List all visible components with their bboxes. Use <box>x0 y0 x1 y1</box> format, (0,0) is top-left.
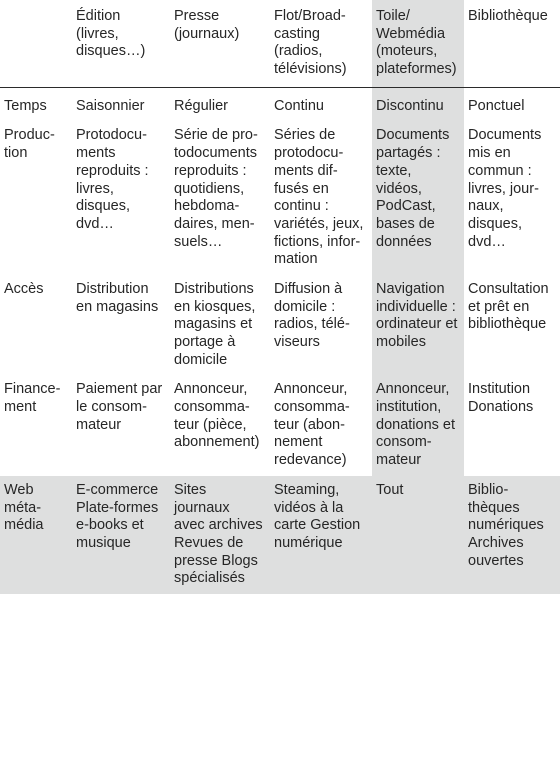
col-header: Toile/ Webmédia (moteurs, plate­formes) <box>372 0 464 87</box>
row-label: Temps <box>0 87 72 121</box>
row-label: Finance­ment <box>0 375 72 475</box>
table-cell: Distribu­tion en magasins <box>72 275 170 375</box>
table-cell: Annon­ceur, insti­tution, donations et c… <box>372 375 464 475</box>
table-cell: Régulier <box>170 87 270 121</box>
table-cell: Biblio­thèques numériques Archives ouver… <box>464 476 560 594</box>
table-cell: Ponctuel <box>464 87 560 121</box>
table-cell: Saisonnier <box>72 87 170 121</box>
table-row: Accès Distribu­tion en magasins Distribu… <box>0 275 560 375</box>
table-row: Finance­ment Paiement par le consom­mate… <box>0 375 560 475</box>
row-label: Accès <box>0 275 72 375</box>
table-cell: Annonceur, consomma­teur (pièce, abonnem… <box>170 375 270 475</box>
table-cell: Paiement par le consom­mateur <box>72 375 170 475</box>
col-header: Biblio­thèque <box>464 0 560 87</box>
col-header: Presse (journaux) <box>170 0 270 87</box>
table-cell: Documents mis en commun : livres, jour­n… <box>464 121 560 275</box>
table-cell: Tout <box>372 476 464 594</box>
table-cell: Annonceur, consomma­teur (abon­nement re… <box>270 375 372 475</box>
table-row: Web méta­média E-commerce Plate-formes e… <box>0 476 560 594</box>
comparison-table: Édition (livres, disques…) Presse (journ… <box>0 0 560 594</box>
table-cell: Navigation indivi­duelle : ordinateur et… <box>372 275 464 375</box>
table-row: Produc­tion Protodocu­ments reproduits :… <box>0 121 560 275</box>
table-header-row: Édition (livres, disques…) Presse (journ… <box>0 0 560 87</box>
table-cell: Séries de protodocu­ments dif­fusés en c… <box>270 121 372 275</box>
table-cell: Continu <box>270 87 372 121</box>
table-cell: Distributions en kiosques, magasins et p… <box>170 275 270 375</box>
row-label: Web méta­média <box>0 476 72 594</box>
table-cell: Diffusion à domicile : radios, télé­vise… <box>270 275 372 375</box>
row-label: Produc­tion <box>0 121 72 275</box>
table-cell: Discontinu <box>372 87 464 121</box>
col-header <box>0 0 72 87</box>
table-row: Temps Saisonnier Régulier Continu Discon… <box>0 87 560 121</box>
col-header: Édition (livres, disques…) <box>72 0 170 87</box>
table-cell: Consulta­tion et prêt en biblio­thèque <box>464 275 560 375</box>
col-header: Flot/Broad­casting (radios, télévisions) <box>270 0 372 87</box>
table-cell: Sites journaux avec archives Revues de p… <box>170 476 270 594</box>
table-cell: E-commerce Plate-formes e-books et musiq… <box>72 476 170 594</box>
table-cell: Documents partagés : texte, vidéos, PodC… <box>372 121 464 275</box>
table-cell: Steaming, vidéos à la carte Gestion numé… <box>270 476 372 594</box>
table-cell: Institution Donations <box>464 375 560 475</box>
table-cell: Protodocu­ments reproduits : livres, dis… <box>72 121 170 275</box>
table-cell: Série de pro­todocuments reproduits : qu… <box>170 121 270 275</box>
